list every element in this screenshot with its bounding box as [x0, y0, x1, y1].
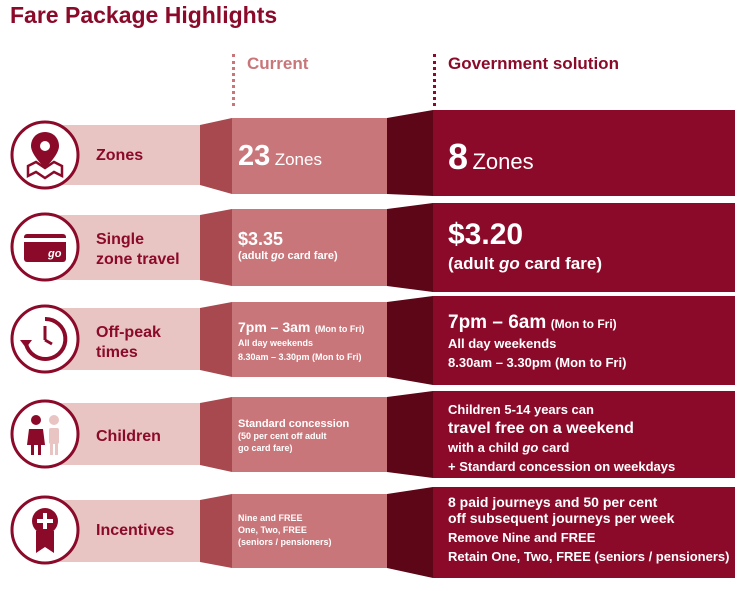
government-incentives-line2: off subsequent journeys per week — [448, 510, 675, 526]
current-offpeak-weekends: All day weekends — [238, 338, 314, 348]
row-label-off-peak: Off-peak times — [96, 323, 161, 363]
current-zones-unit: Zones — [274, 150, 322, 169]
government-single-price: $3.20 — [448, 218, 524, 251]
row-zones-ribbon — [40, 110, 735, 196]
current-column-header: Current — [247, 54, 309, 73]
government-column-dotted-line — [433, 54, 436, 106]
row-label-offpeak-line2: times — [96, 344, 138, 361]
government-column-header: Government solution — [448, 54, 619, 73]
current-incentives: Nine and FREE One, Two, FREE (seniors / … — [238, 512, 332, 548]
government-offpeak-days: (Mon to Fri) — [550, 317, 617, 331]
government-zones: 8 Zones — [448, 136, 534, 178]
government-offpeak-weekends: All day weekends — [448, 336, 557, 351]
current-zones-number: 23 — [238, 140, 271, 172]
government-children-line3: with a child go card — [448, 440, 570, 455]
current-column-dotted-line — [232, 54, 235, 106]
government-offpeak: 7pm – 6am (Mon to Fri) All day weekends … — [448, 313, 626, 372]
government-children-line1: Children 5-14 years can — [448, 402, 594, 417]
current-children-line3: go card fare) — [238, 443, 293, 453]
government-incentives: 8 paid journeys and 50 per cent off subs… — [448, 494, 729, 566]
government-incentives-line4: Retain One, Two, FREE (seniors / pension… — [448, 549, 730, 564]
current-children: Standard concession (50 per cent off adu… — [238, 418, 349, 454]
current-zones: 23 Zones — [238, 140, 322, 173]
row-label-offpeak-line1: Off-peak — [96, 324, 161, 341]
current-offpeak-time: 7pm – 3am — [238, 319, 311, 335]
government-incentives-line3: Remove Nine and FREE — [448, 530, 596, 545]
government-single-fare: $3.20 (adult go card fare) — [448, 218, 602, 274]
children-icon — [27, 415, 59, 455]
current-single-price: $3.35 — [238, 229, 284, 249]
government-offpeak-time: 7pm – 6am — [448, 312, 547, 333]
government-single-note: (adult go card fare) — [448, 254, 602, 273]
current-single-note: (adult go card fare) — [238, 250, 338, 262]
row-label-zones: Zones — [96, 147, 144, 164]
svg-text:go: go — [47, 248, 62, 260]
clock-icon — [20, 316, 68, 361]
government-children-line2: travel free on a weekend — [448, 420, 634, 437]
government-offpeak-daytime: 8.30am – 3.30pm (Mon to Fri) — [448, 355, 627, 370]
go-card-icon: go — [24, 234, 66, 262]
current-offpeak: 7pm – 3am (Mon to Fri) All day weekends … — [238, 320, 364, 364]
current-offpeak-daytime: 8.30am – 3.30pm (Mon to Fri) — [238, 352, 362, 362]
map-pin-icon — [26, 132, 64, 180]
current-children-line2: (50 per cent off adult — [238, 431, 327, 441]
row-offpeak-ribbon — [40, 296, 735, 385]
row-label-incentives: Incentives — [96, 522, 175, 539]
current-offpeak-days: (Mon to Fri) — [314, 324, 365, 334]
current-incentives-line2: One, Two, FREE — [238, 525, 307, 535]
government-children-line4: + Standard concession on weekdays — [448, 459, 676, 474]
government-children: Children 5-14 years can travel free on a… — [448, 400, 675, 476]
current-single-fare: $3.35 (adult go card fare) — [238, 229, 338, 262]
current-children-line1: Standard concession — [238, 418, 350, 430]
government-zones-number: 8 — [448, 136, 469, 177]
row-single-ribbon — [40, 203, 735, 292]
row-label-single-zone: Single zone travel — [96, 230, 180, 270]
government-zones-unit: Zones — [472, 149, 534, 174]
current-incentives-line3: (seniors / pensioners) — [238, 537, 332, 547]
row-children-ribbon — [40, 391, 735, 478]
row-label-single-line1: Single — [96, 231, 145, 248]
government-incentives-line1: 8 paid journeys and 50 per cent — [448, 494, 658, 510]
current-incentives-line1: Nine and FREE — [238, 513, 303, 523]
row-label-children: Children — [96, 428, 161, 445]
row-label-single-line2: zone travel — [96, 251, 180, 268]
award-ribbon-icon — [32, 508, 58, 553]
row-incentives-ribbon — [40, 487, 735, 578]
page-title: Fare Package Highlights — [10, 2, 278, 28]
